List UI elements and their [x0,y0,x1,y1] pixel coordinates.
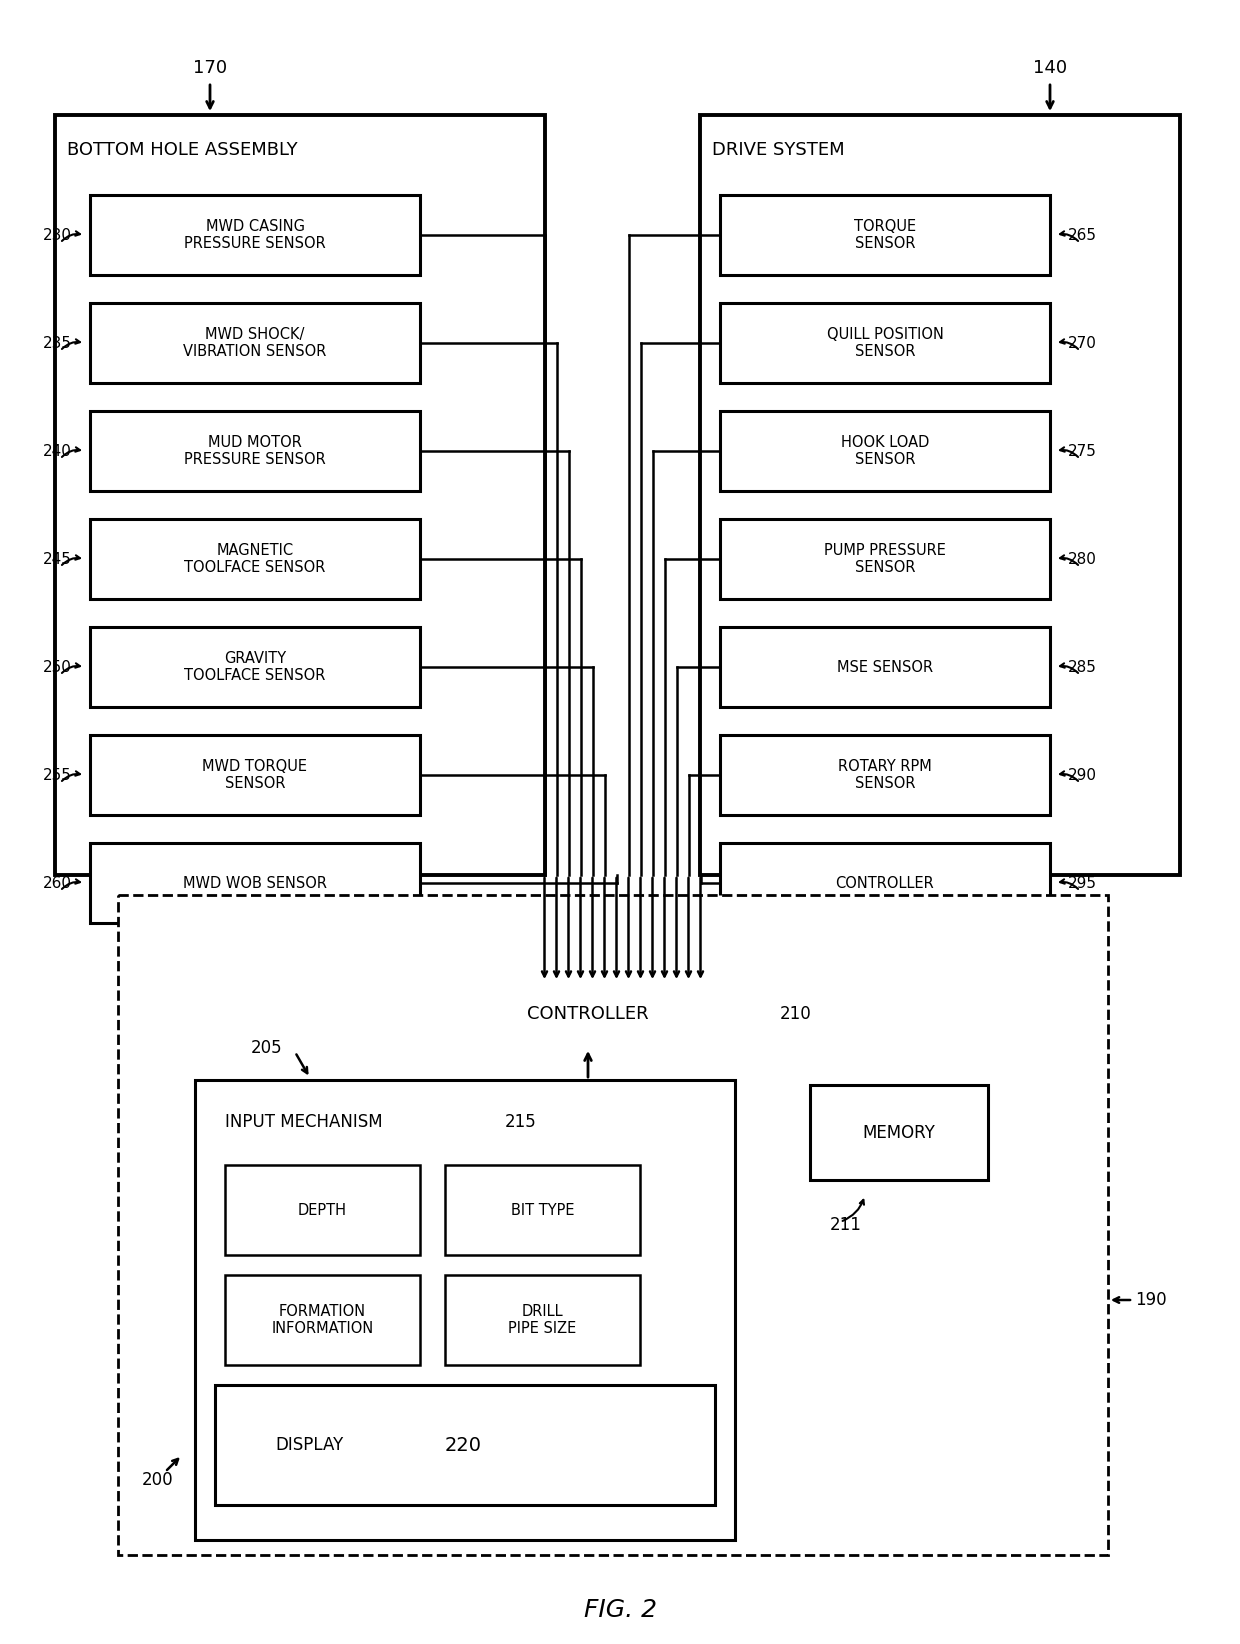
Text: DISPLAY: DISPLAY [275,1435,343,1453]
Text: DRILL
PIPE SIZE: DRILL PIPE SIZE [508,1304,577,1337]
Text: 215: 215 [505,1113,537,1131]
Text: MWD WOB SENSOR: MWD WOB SENSOR [184,876,327,891]
Text: 240: 240 [43,444,72,459]
Text: 285: 285 [1068,659,1097,674]
Text: 295: 295 [1068,876,1097,891]
Text: 230: 230 [43,227,72,243]
Bar [720,302,1050,383]
Bar [91,302,420,383]
Text: GRAVITY
TOOLFACE SENSOR: GRAVITY TOOLFACE SENSOR [185,651,326,684]
Text: CONTROLLER: CONTROLLER [836,876,935,891]
Text: 265: 265 [1068,227,1097,243]
Text: MEMORY: MEMORY [863,1123,935,1141]
Text: 220: 220 [445,1435,482,1455]
Text: INPUT MECHANISM: INPUT MECHANISM [224,1113,383,1131]
Text: DEPTH: DEPTH [298,1202,347,1218]
Bar [445,1166,640,1254]
Bar [408,980,768,1047]
Text: CONTROLLER: CONTROLLER [527,1004,649,1023]
Text: FORMATION
INFORMATION: FORMATION INFORMATION [272,1304,373,1337]
Text: 200: 200 [143,1471,174,1489]
Text: PUMP PRESSURE
SENSOR: PUMP PRESSURE SENSOR [825,543,946,575]
Bar [91,520,420,598]
Bar [701,115,1180,875]
Text: HOOK LOAD
SENSOR: HOOK LOAD SENSOR [841,434,929,467]
Text: FIG. 2: FIG. 2 [584,1598,656,1623]
Text: 211: 211 [830,1217,862,1235]
Text: BIT TYPE: BIT TYPE [511,1202,574,1218]
Bar [195,1080,735,1540]
Text: 210: 210 [780,1004,812,1023]
Text: 280: 280 [1068,551,1097,567]
Bar [224,1166,420,1254]
Text: BOTTOM HOLE ASSEMBLY: BOTTOM HOLE ASSEMBLY [67,141,298,159]
Bar [118,894,1109,1555]
Text: 270: 270 [1068,335,1097,350]
Bar [720,196,1050,275]
Text: 235: 235 [43,335,72,350]
Text: MUD MOTOR
PRESSURE SENSOR: MUD MOTOR PRESSURE SENSOR [184,434,326,467]
Text: MWD TORQUE
SENSOR: MWD TORQUE SENSOR [202,760,308,791]
Bar [720,411,1050,492]
Bar [810,1085,988,1180]
Text: 275: 275 [1068,444,1097,459]
Bar [720,843,1050,922]
Text: ROTARY RPM
SENSOR: ROTARY RPM SENSOR [838,760,932,791]
Text: DRIVE SYSTEM: DRIVE SYSTEM [712,141,844,159]
Text: MWD CASING
PRESSURE SENSOR: MWD CASING PRESSURE SENSOR [184,219,326,252]
Text: TORQUE
SENSOR: TORQUE SENSOR [854,219,916,252]
Text: 250: 250 [43,659,72,674]
Bar [91,626,420,707]
Text: MAGNETIC
TOOLFACE SENSOR: MAGNETIC TOOLFACE SENSOR [185,543,326,575]
Text: QUILL POSITION
SENSOR: QUILL POSITION SENSOR [827,327,944,358]
Text: 190: 190 [1135,1291,1167,1309]
Text: 170: 170 [193,59,227,77]
Text: 255: 255 [43,768,72,783]
Bar [55,115,546,875]
Bar [91,843,420,922]
Text: MSE SENSOR: MSE SENSOR [837,659,932,674]
Text: 205: 205 [250,1039,281,1057]
Bar [720,735,1050,815]
Bar [91,735,420,815]
Text: MWD SHOCK/
VIBRATION SENSOR: MWD SHOCK/ VIBRATION SENSOR [184,327,326,358]
Bar [91,196,420,275]
Bar [445,1276,640,1365]
Bar [215,1384,715,1504]
Bar [720,626,1050,707]
Bar [224,1276,420,1365]
Text: 290: 290 [1068,768,1097,783]
Text: 140: 140 [1033,59,1068,77]
Bar [720,520,1050,598]
Bar [91,411,420,492]
Text: 245: 245 [43,551,72,567]
Text: 260: 260 [43,876,72,891]
